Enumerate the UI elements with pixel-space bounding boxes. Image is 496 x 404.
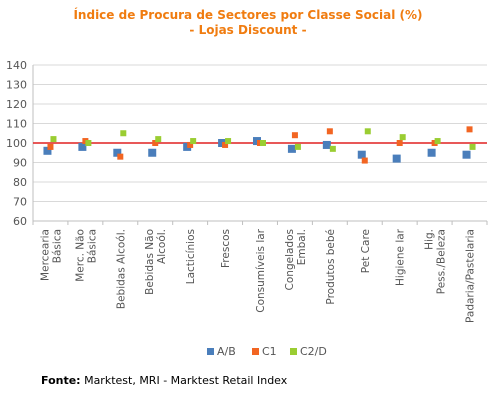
y-tick-label: 120 xyxy=(6,98,27,111)
data-point-c1 xyxy=(326,128,333,135)
x-tick-label: Bebidas Alcoól. xyxy=(115,229,127,309)
data-point-c2-d xyxy=(260,140,266,146)
data-point-a-b xyxy=(357,150,366,159)
source-text: Marktest, MRI - Marktest Retail Index xyxy=(80,374,288,387)
data-point-c2-d xyxy=(85,140,92,146)
data-point-c1 xyxy=(396,140,403,146)
data-point-c2-d xyxy=(294,143,301,150)
plot-area: 60 70 80 90 100 110 120 130 140 MerceariaBásica Me… xyxy=(6,59,488,323)
y-tick-label: 60 xyxy=(13,215,27,228)
y-tick-label: 100 xyxy=(6,137,27,150)
data-point-c2-d xyxy=(50,136,57,143)
y-tick-label: 140 xyxy=(6,59,27,72)
x-tick-label: Hig.Pess./Beleza xyxy=(424,229,448,294)
data-point-a-b xyxy=(43,146,52,155)
x-tick-label: Higiene lar xyxy=(395,228,407,286)
y-tick-label: 110 xyxy=(6,118,27,131)
chart-subtitle: - Lojas Discount - xyxy=(189,23,306,37)
data-point-c2-d xyxy=(120,130,127,137)
legend-label: C1 xyxy=(262,345,277,358)
data-point-c1 xyxy=(291,132,298,139)
data-point-a-b xyxy=(78,142,87,151)
legend-label: C2/D xyxy=(300,345,327,358)
y-tick-label: 70 xyxy=(13,196,27,209)
x-tick-label: Padaria/Pastelaria xyxy=(465,229,477,323)
data-point-c1 xyxy=(117,153,124,160)
x-tick-label: Lacticínios xyxy=(185,229,197,284)
legend-marker xyxy=(252,348,259,355)
y-tick-label: 130 xyxy=(6,79,27,92)
data-point-a-b xyxy=(287,144,296,153)
data-point-c2-d xyxy=(155,136,162,143)
data-point-a-b xyxy=(113,148,122,157)
data-point-c1 xyxy=(361,157,368,164)
data-point-c2-d xyxy=(364,128,371,135)
data-point-a-b xyxy=(322,140,331,149)
data-point-c1 xyxy=(152,140,159,146)
data-point-c2-d xyxy=(469,143,476,150)
legend-marker xyxy=(207,348,214,355)
x-tick-label: Merc. NãoBásica xyxy=(74,229,98,282)
y-tick-label: 80 xyxy=(13,176,27,189)
data-point-a-b xyxy=(392,154,401,163)
data-point-a-b xyxy=(148,148,157,157)
x-tick-label: CongeladosEmbal. xyxy=(284,229,308,290)
data-point-c2-d xyxy=(329,145,336,152)
data-point-c2-d xyxy=(225,138,232,145)
legend: A/B C1 C2/D xyxy=(207,345,327,358)
source-note: Fonte: Marktest, MRI - Marktest Retail I… xyxy=(41,374,287,387)
x-tick-label: Frescos xyxy=(220,229,232,268)
x-tick-label: MerceariaBásica xyxy=(39,229,63,281)
data-point-c1 xyxy=(222,141,229,148)
data-point-c2-d xyxy=(399,134,406,141)
y-tick-label: 90 xyxy=(13,157,27,170)
data-point-a-b xyxy=(427,148,436,157)
data-point-c1 xyxy=(187,141,194,148)
legend-marker xyxy=(290,348,297,355)
legend-label: A/B xyxy=(217,345,236,358)
source-label: Fonte: xyxy=(41,374,81,387)
data-point-c2-d xyxy=(190,138,197,145)
x-tick-label: Pet Care xyxy=(360,229,372,273)
data-point-c1 xyxy=(466,126,473,133)
x-tick-label: Produtos bebé xyxy=(325,229,337,305)
x-tick-label: Consumíveis lar xyxy=(255,228,267,312)
chart-title: Índice de Procura de Sectores por Classe… xyxy=(73,7,422,22)
chart: Índice de Procura de Sectores por Classe… xyxy=(6,7,488,358)
x-tick-label: Bebidas NãoAlcoól. xyxy=(144,229,168,295)
data-point-c2-d xyxy=(434,138,441,145)
data-point-a-b xyxy=(462,150,471,159)
data-point-c1 xyxy=(47,143,54,150)
